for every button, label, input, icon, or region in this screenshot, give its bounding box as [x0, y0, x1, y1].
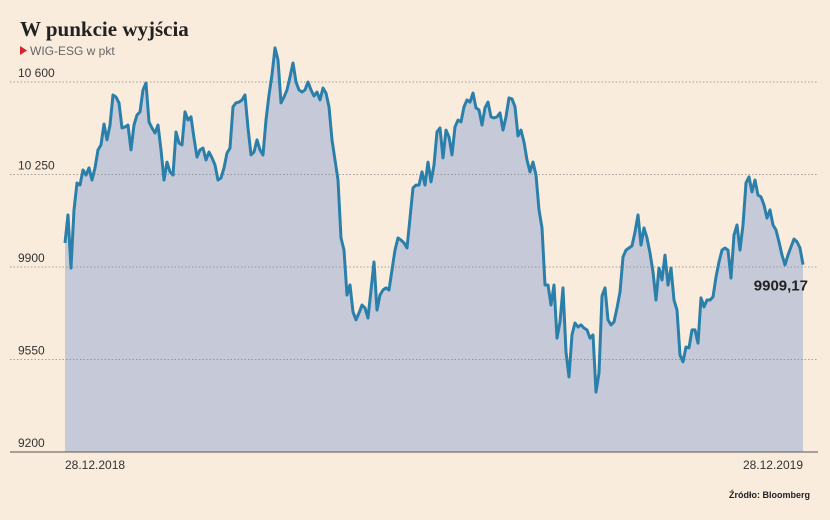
x-tick-label: 28.12.2019 [743, 458, 803, 472]
chart-title: W punkcie wyjścia [20, 17, 189, 41]
line [63, 46, 805, 394]
y-tick-label: 9550 [18, 344, 45, 358]
area [65, 47, 803, 452]
y-tick-label: 9900 [18, 251, 45, 265]
subtitle-marker [20, 46, 27, 55]
y-tick-label: 10 600 [18, 66, 55, 80]
x-tick-label: 28.12.2018 [65, 458, 125, 472]
source: Źródło: Bloomberg [729, 490, 810, 500]
y-tick-label: 10 250 [18, 159, 55, 173]
value-label: 9909,17 [754, 278, 808, 295]
y-tick-label: 9200 [18, 436, 45, 450]
chart-subtitle: WIG-ESG w pkt [30, 44, 115, 58]
